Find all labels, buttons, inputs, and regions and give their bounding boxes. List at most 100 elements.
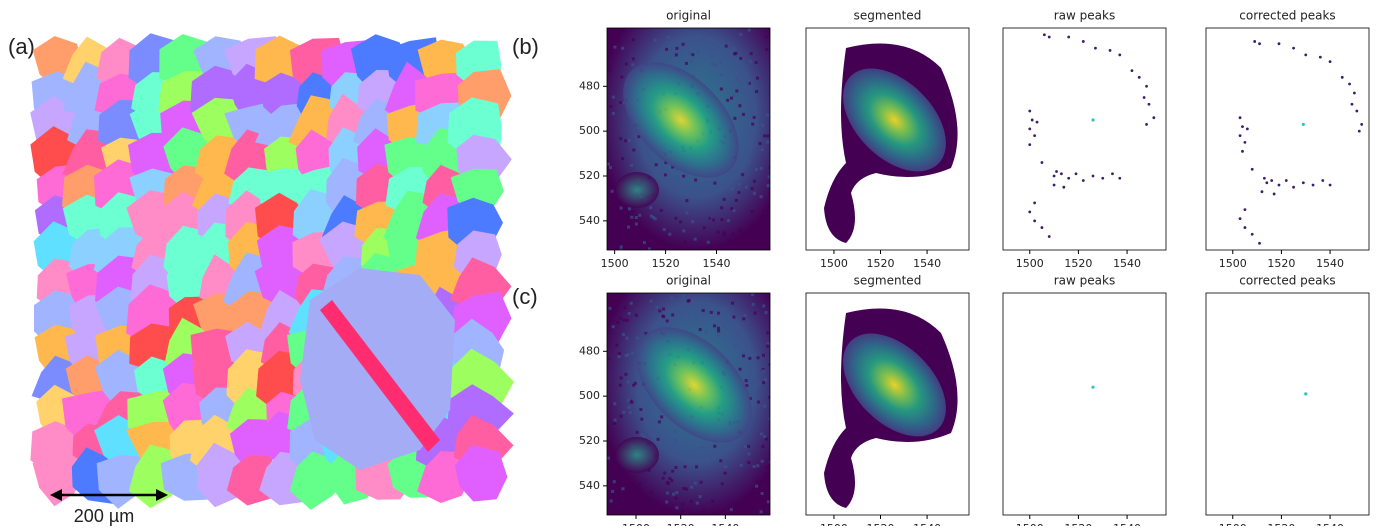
noise <box>635 216 638 219</box>
noise <box>740 464 743 467</box>
noise <box>666 35 669 38</box>
peak-point <box>1118 177 1121 180</box>
peak-point <box>1265 181 1268 184</box>
noise <box>702 509 705 512</box>
noise <box>756 480 759 483</box>
noise <box>690 486 693 489</box>
peak-point <box>1033 202 1036 205</box>
noise <box>755 90 758 93</box>
noise <box>619 137 622 140</box>
noise <box>732 232 735 235</box>
noise <box>658 309 661 312</box>
noise <box>737 191 740 194</box>
peak-point <box>1302 181 1305 184</box>
peak-point <box>1241 150 1244 153</box>
noise <box>767 500 770 503</box>
x-tick-label: 1500 <box>820 522 848 526</box>
noise <box>608 65 611 68</box>
peak-point <box>1251 233 1254 236</box>
x-tick-label: 1500 <box>1016 257 1044 270</box>
noise <box>661 166 664 169</box>
peak-point <box>1358 130 1361 133</box>
noise <box>613 480 616 483</box>
noise <box>710 311 713 314</box>
subplot-title: original <box>666 274 711 288</box>
peak-point <box>1341 76 1344 79</box>
noise <box>663 472 666 475</box>
subplot-title: corrected peaks <box>1239 9 1335 23</box>
noise <box>677 37 680 40</box>
noise <box>720 88 723 91</box>
plot-background <box>1003 28 1166 250</box>
noise <box>725 45 728 48</box>
noise <box>632 148 635 151</box>
noise <box>682 487 685 490</box>
peak-point <box>1055 170 1058 173</box>
noise <box>731 302 734 305</box>
noise <box>638 482 641 485</box>
x-tick-label: 1540 <box>1316 257 1344 270</box>
noise <box>702 38 705 41</box>
noise <box>674 217 677 220</box>
noise <box>662 438 665 441</box>
noise <box>649 206 652 209</box>
noise <box>730 207 733 210</box>
noise <box>654 429 657 432</box>
noise <box>764 378 767 381</box>
peak-point <box>1329 184 1332 187</box>
noise <box>738 229 741 232</box>
noise <box>656 306 659 309</box>
noise <box>762 354 765 357</box>
subplot-title: corrected peaks <box>1239 274 1335 288</box>
noise <box>763 244 766 247</box>
peak-point <box>1131 69 1134 72</box>
noise <box>655 163 658 166</box>
noise <box>761 492 764 495</box>
noise <box>654 39 657 42</box>
noise <box>690 60 693 63</box>
noise <box>627 226 630 229</box>
noise <box>668 233 671 236</box>
noise <box>608 69 611 72</box>
noise <box>717 329 720 332</box>
noise <box>613 402 616 405</box>
heat-tail <box>615 437 659 473</box>
noise <box>711 190 714 193</box>
peak-point <box>1111 172 1114 175</box>
peak-point <box>1067 36 1070 39</box>
noise <box>628 207 631 210</box>
noise <box>705 297 708 300</box>
noise <box>761 209 764 212</box>
noise <box>765 48 768 51</box>
noise <box>650 491 653 494</box>
noise <box>756 244 759 247</box>
noise <box>761 445 764 448</box>
noise <box>646 409 649 412</box>
noise <box>675 491 678 494</box>
noise <box>766 114 769 117</box>
peak-point <box>1244 208 1247 211</box>
noise <box>738 104 741 107</box>
noise <box>613 422 616 425</box>
noise <box>695 194 698 197</box>
noise <box>611 190 614 193</box>
noise <box>748 29 751 32</box>
peak-point <box>1031 119 1034 122</box>
noise <box>614 419 617 422</box>
noise <box>616 321 619 324</box>
noise <box>720 451 723 454</box>
noise <box>700 189 703 192</box>
noise <box>745 156 748 159</box>
noise <box>720 73 723 76</box>
noise <box>723 324 726 327</box>
noise <box>741 234 744 237</box>
noise <box>613 310 616 313</box>
noise <box>753 465 756 468</box>
noise <box>739 57 742 60</box>
noise <box>739 33 742 36</box>
peak-point <box>1285 179 1288 182</box>
peak-point <box>1053 175 1056 178</box>
x-tick-label: 1520 <box>867 522 895 526</box>
subplot: corrected peaks150015201540 <box>1206 9 1369 271</box>
